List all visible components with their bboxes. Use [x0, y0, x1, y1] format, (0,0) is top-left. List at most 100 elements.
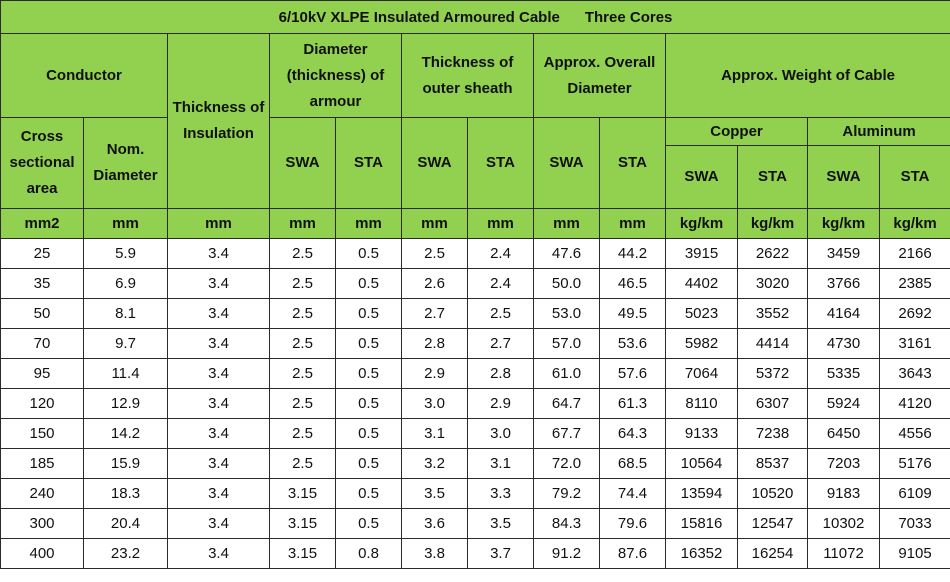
header-outer-sheath: Thickness of outer sheath [401, 33, 534, 118]
table-cell: 95 [0, 358, 84, 389]
table-cell: 7064 [665, 358, 738, 389]
table-cell: 9133 [665, 418, 738, 449]
table-cell: 2.9 [467, 388, 534, 419]
table-cell: 5335 [807, 358, 880, 389]
header-sheath-sta: STA [467, 117, 534, 209]
header-aluminum: Aluminum [806, 117, 950, 146]
table-cell: 87.6 [599, 538, 666, 569]
unit-cell: mm [533, 208, 600, 239]
table-cell: 3.6 [401, 508, 468, 539]
unit-cell: mm [269, 208, 336, 239]
table-row: 35 6.9 3.4 2.5 0.5 2.6 2.4 50.0 46.5 4402 3020 3766… [0, 268, 950, 299]
table-cell: 68.5 [599, 448, 666, 479]
table-cell: 0.5 [335, 238, 402, 269]
cable-spec-table: 6/10kV XLPE Insulated Armoured Cable Thr… [0, 0, 950, 569]
table-cell: 0.5 [335, 358, 402, 389]
unit-cell: mm [467, 208, 534, 239]
table-cell: 150 [0, 418, 84, 449]
table-cell: 0.5 [335, 298, 402, 329]
header-overall-swa: SWA [533, 117, 600, 209]
table-cell: 2.5 [269, 388, 336, 419]
table-cell: 0.5 [335, 388, 402, 419]
table-cell: 5982 [665, 328, 738, 359]
table-cell: 0.8 [335, 538, 402, 569]
table-cell: 10564 [665, 448, 738, 479]
table-cell: 10520 [737, 478, 808, 509]
header-armour-diameter: Diameter (thickness) of armour [269, 33, 402, 118]
table-cell: 15.9 [83, 448, 168, 479]
table-cell: 120 [0, 388, 84, 419]
table-cell: 12.9 [83, 388, 168, 419]
table-title: 6/10kV XLPE Insulated Armoured Cable Thr… [0, 0, 950, 34]
table-cell: 3.4 [167, 358, 270, 389]
table-cell: 61.3 [599, 388, 666, 419]
table-cell: 74.4 [599, 478, 666, 509]
table-cell: 3.4 [167, 508, 270, 539]
table-cell: 3.4 [167, 418, 270, 449]
table-row: 300 20.4 3.4 3.15 0.5 3.6 3.5 84.3 79.6 15816 1254… [0, 508, 950, 539]
table-row: 120 12.9 3.4 2.5 0.5 3.0 2.9 64.7 61.3 8110 6307 59… [0, 388, 950, 419]
table-cell: 185 [0, 448, 84, 479]
table-cell: 64.3 [599, 418, 666, 449]
table-cell: 6450 [807, 418, 880, 449]
header-copper: Copper [665, 117, 808, 146]
table-cell: 8110 [665, 388, 738, 419]
header-overall-sta: STA [599, 117, 666, 209]
table-row: 240 18.3 3.4 3.15 0.5 3.5 3.3 79.2 74.4 13594 1052… [0, 478, 950, 509]
table-cell: 12547 [737, 508, 808, 539]
unit-cell: mm2 [0, 208, 84, 239]
unit-cell: kg/km [878, 208, 950, 239]
table-cell: 84.3 [533, 508, 600, 539]
header-copper-swa: SWA [665, 145, 738, 209]
table-cell: 3.4 [167, 238, 270, 269]
table-cell: 4402 [665, 268, 738, 299]
table-cell: 2.5 [467, 298, 534, 329]
table-row: 70 9.7 3.4 2.5 0.5 2.8 2.7 57.0 53.6 5982 4414 4730… [0, 328, 950, 359]
table-cell: 2.8 [467, 358, 534, 389]
table-cell: 0.5 [335, 418, 402, 449]
table-cell: 2.4 [467, 268, 534, 299]
table-cell: 46.5 [599, 268, 666, 299]
table-cell: 2.6 [401, 268, 468, 299]
table-cell: 79.2 [533, 478, 600, 509]
header-nom-diameter: Nom. Diameter [83, 117, 168, 209]
table-row: 150 14.2 3.4 2.5 0.5 3.1 3.0 67.7 64.3 9133 7238 64… [0, 418, 950, 449]
table-cell: 2.5 [401, 238, 468, 269]
table-row: 400 23.2 3.4 3.15 0.8 3.8 3.7 91.2 87.6 16352 1625… [0, 538, 950, 569]
header-armour-swa: SWA [269, 117, 336, 209]
table-cell: 2166 [878, 238, 950, 269]
table-cell: 35 [0, 268, 84, 299]
table-cell: 3.1 [467, 448, 534, 479]
table-cell: 240 [0, 478, 84, 509]
table-cell: 3.1 [401, 418, 468, 449]
table-cell: 0.5 [335, 268, 402, 299]
table-cell: 2.4 [467, 238, 534, 269]
table-cell: 3161 [878, 328, 950, 359]
table-cell: 5.9 [83, 238, 168, 269]
unit-cell: mm [167, 208, 270, 239]
table-cell: 4556 [878, 418, 950, 449]
table-cell: 3020 [737, 268, 808, 299]
table-cell: 3.4 [167, 478, 270, 509]
table-cell: 10302 [807, 508, 880, 539]
table-cell: 4120 [878, 388, 950, 419]
table-cell: 3766 [807, 268, 880, 299]
table-cell: 3.4 [167, 388, 270, 419]
table-cell: 47.6 [533, 238, 600, 269]
table-cell: 57.0 [533, 328, 600, 359]
table-cell: 53.6 [599, 328, 666, 359]
table-cell: 3.4 [167, 448, 270, 479]
table-cell: 70 [0, 328, 84, 359]
table-cell: 2385 [878, 268, 950, 299]
table-cell: 0.5 [335, 328, 402, 359]
table-cell: 20.4 [83, 508, 168, 539]
table-cell: 3.15 [269, 508, 336, 539]
table-cell: 3915 [665, 238, 738, 269]
table-cell: 6307 [737, 388, 808, 419]
table-cell: 61.0 [533, 358, 600, 389]
table-cell: 50 [0, 298, 84, 329]
unit-cell: kg/km [737, 208, 808, 239]
table-cell: 14.2 [83, 418, 168, 449]
table-cell: 3.4 [167, 298, 270, 329]
table-cell: 2622 [737, 238, 808, 269]
